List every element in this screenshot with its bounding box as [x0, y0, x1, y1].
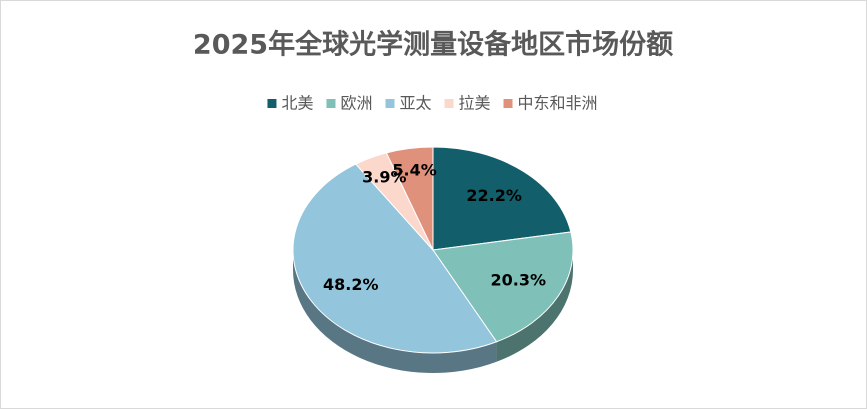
legend-label: 中东和非洲 — [518, 94, 598, 113]
legend-label: 拉美 — [459, 94, 491, 113]
legend-label: 欧洲 — [340, 94, 372, 113]
legend-label: 北美 — [281, 94, 313, 113]
legend: 北美 欧洲 亚太 拉美 中东和非洲 — [267, 94, 598, 113]
data-labels: 22.2% 20.3% 48.2% 3.9%5.4% — [323, 160, 546, 293]
legend-swatch — [503, 99, 513, 108]
slice-side — [293, 250, 497, 374]
data-label: 22.2% — [466, 186, 522, 205]
data-label: 20.3% — [490, 271, 546, 290]
legend-swatch — [326, 99, 336, 108]
pie-tops — [292, 146, 574, 354]
slice-side — [496, 250, 573, 362]
data-label: 3.9% — [362, 168, 406, 187]
legend-swatch — [267, 99, 277, 108]
legend-label: 亚太 — [399, 94, 431, 113]
legend-swatch — [444, 99, 454, 108]
pie-sides — [293, 250, 573, 374]
pie-slice — [432, 146, 572, 251]
pie-slice — [432, 231, 574, 343]
data-label: 5.4% — [392, 160, 436, 179]
pie-slice — [385, 146, 434, 251]
pie-slice — [292, 163, 498, 354]
legend-swatch — [385, 99, 395, 108]
chart-title: 2025年全球光学测量设备地区市场份额 — [193, 29, 673, 61]
data-label: 48.2% — [323, 275, 379, 294]
